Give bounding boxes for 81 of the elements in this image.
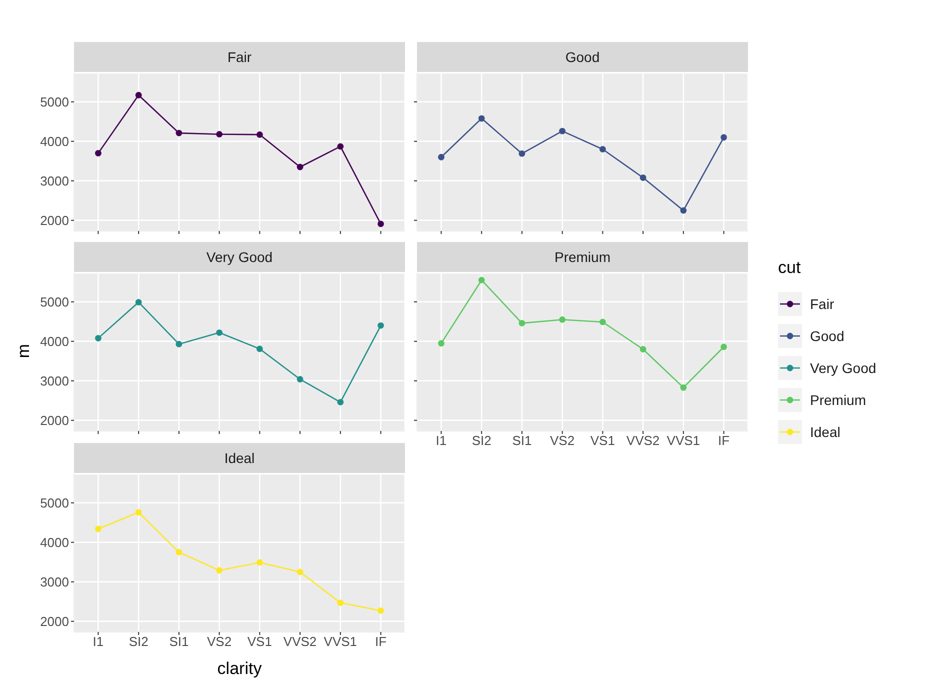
x-tick-label: VS1 bbox=[590, 433, 615, 448]
x-tick-label: VS2 bbox=[207, 634, 232, 650]
point bbox=[296, 164, 304, 170]
point bbox=[95, 334, 102, 342]
point bbox=[680, 384, 687, 391]
point bbox=[216, 131, 223, 138]
y-tick-label: 2000 bbox=[40, 212, 69, 228]
x-tick-label: SI1 bbox=[169, 634, 189, 650]
y-tick-label: 5000 bbox=[40, 94, 69, 110]
point bbox=[296, 376, 304, 382]
y-axis-title: m bbox=[14, 342, 34, 360]
point bbox=[216, 567, 223, 574]
point bbox=[296, 568, 304, 576]
chart-title: Fair bbox=[227, 49, 252, 65]
y-tick-label: 2000 bbox=[40, 614, 69, 629]
point bbox=[135, 299, 142, 306]
point bbox=[720, 344, 727, 350]
point bbox=[559, 128, 566, 134]
x-tick-label: I1 bbox=[92, 634, 104, 650]
point bbox=[256, 346, 263, 352]
x-axis-title: clarity bbox=[216, 659, 263, 679]
y-tick-label: 4000 bbox=[40, 334, 69, 349]
x-tick-label: VVS1 bbox=[324, 634, 358, 650]
x-tick-label: VS2 bbox=[550, 433, 575, 448]
point bbox=[95, 150, 102, 156]
y-tick-label: 3000 bbox=[40, 373, 69, 388]
point bbox=[640, 174, 646, 181]
point bbox=[95, 526, 102, 532]
x-tick-label: VVS1 bbox=[666, 433, 700, 448]
x-tick-label: VVS2 bbox=[283, 634, 317, 650]
chart-title: Ideal bbox=[224, 450, 255, 466]
point bbox=[599, 146, 606, 152]
point bbox=[378, 220, 384, 228]
point bbox=[378, 322, 384, 329]
point bbox=[337, 600, 344, 606]
point bbox=[256, 559, 263, 566]
point bbox=[135, 509, 142, 516]
y-tick-label: 3000 bbox=[40, 574, 69, 590]
y-tick-label: 3000 bbox=[40, 173, 69, 188]
x-tick-label: SI1 bbox=[512, 433, 532, 448]
y-tick-label: 4000 bbox=[40, 534, 69, 550]
point bbox=[438, 154, 444, 160]
x-tick-label: VVS2 bbox=[626, 433, 660, 448]
point bbox=[216, 329, 223, 336]
y-tick-label: 5000 bbox=[40, 495, 69, 510]
point bbox=[640, 346, 646, 352]
point bbox=[176, 549, 182, 556]
legend-label: Very Good bbox=[810, 360, 876, 376]
point bbox=[478, 276, 485, 284]
x-tick-label: I1 bbox=[436, 433, 447, 448]
x-tick-label: IF bbox=[375, 634, 387, 650]
y-tick-label: 4000 bbox=[40, 134, 69, 149]
point bbox=[337, 398, 344, 406]
legend-title: cut bbox=[778, 258, 802, 278]
point bbox=[599, 318, 606, 326]
legend-label: Ideal bbox=[810, 424, 840, 440]
point bbox=[176, 130, 182, 136]
legend-label: Premium bbox=[810, 392, 866, 408]
chart-title: Good bbox=[565, 49, 600, 65]
x-tick-label: IF bbox=[718, 433, 730, 448]
x-tick-label: VS1 bbox=[247, 634, 272, 650]
legend-label: Good bbox=[810, 328, 844, 344]
x-tick-label: SI2 bbox=[128, 634, 148, 650]
point bbox=[518, 320, 526, 326]
point bbox=[680, 207, 687, 214]
point bbox=[720, 134, 727, 141]
x-tick-label: SI2 bbox=[472, 433, 492, 448]
y-tick-label: 5000 bbox=[40, 294, 69, 310]
y-tick-label: 2000 bbox=[40, 412, 69, 428]
point bbox=[378, 607, 384, 614]
point bbox=[518, 150, 526, 157]
point bbox=[176, 340, 182, 348]
chart-title: Premium bbox=[554, 249, 610, 265]
point bbox=[337, 143, 344, 150]
point bbox=[135, 92, 142, 98]
legend-label: Fair bbox=[810, 296, 834, 312]
point bbox=[559, 316, 566, 323]
chart-title: Very Good bbox=[206, 249, 273, 265]
point bbox=[256, 131, 263, 138]
point bbox=[438, 340, 444, 347]
point bbox=[478, 115, 485, 122]
